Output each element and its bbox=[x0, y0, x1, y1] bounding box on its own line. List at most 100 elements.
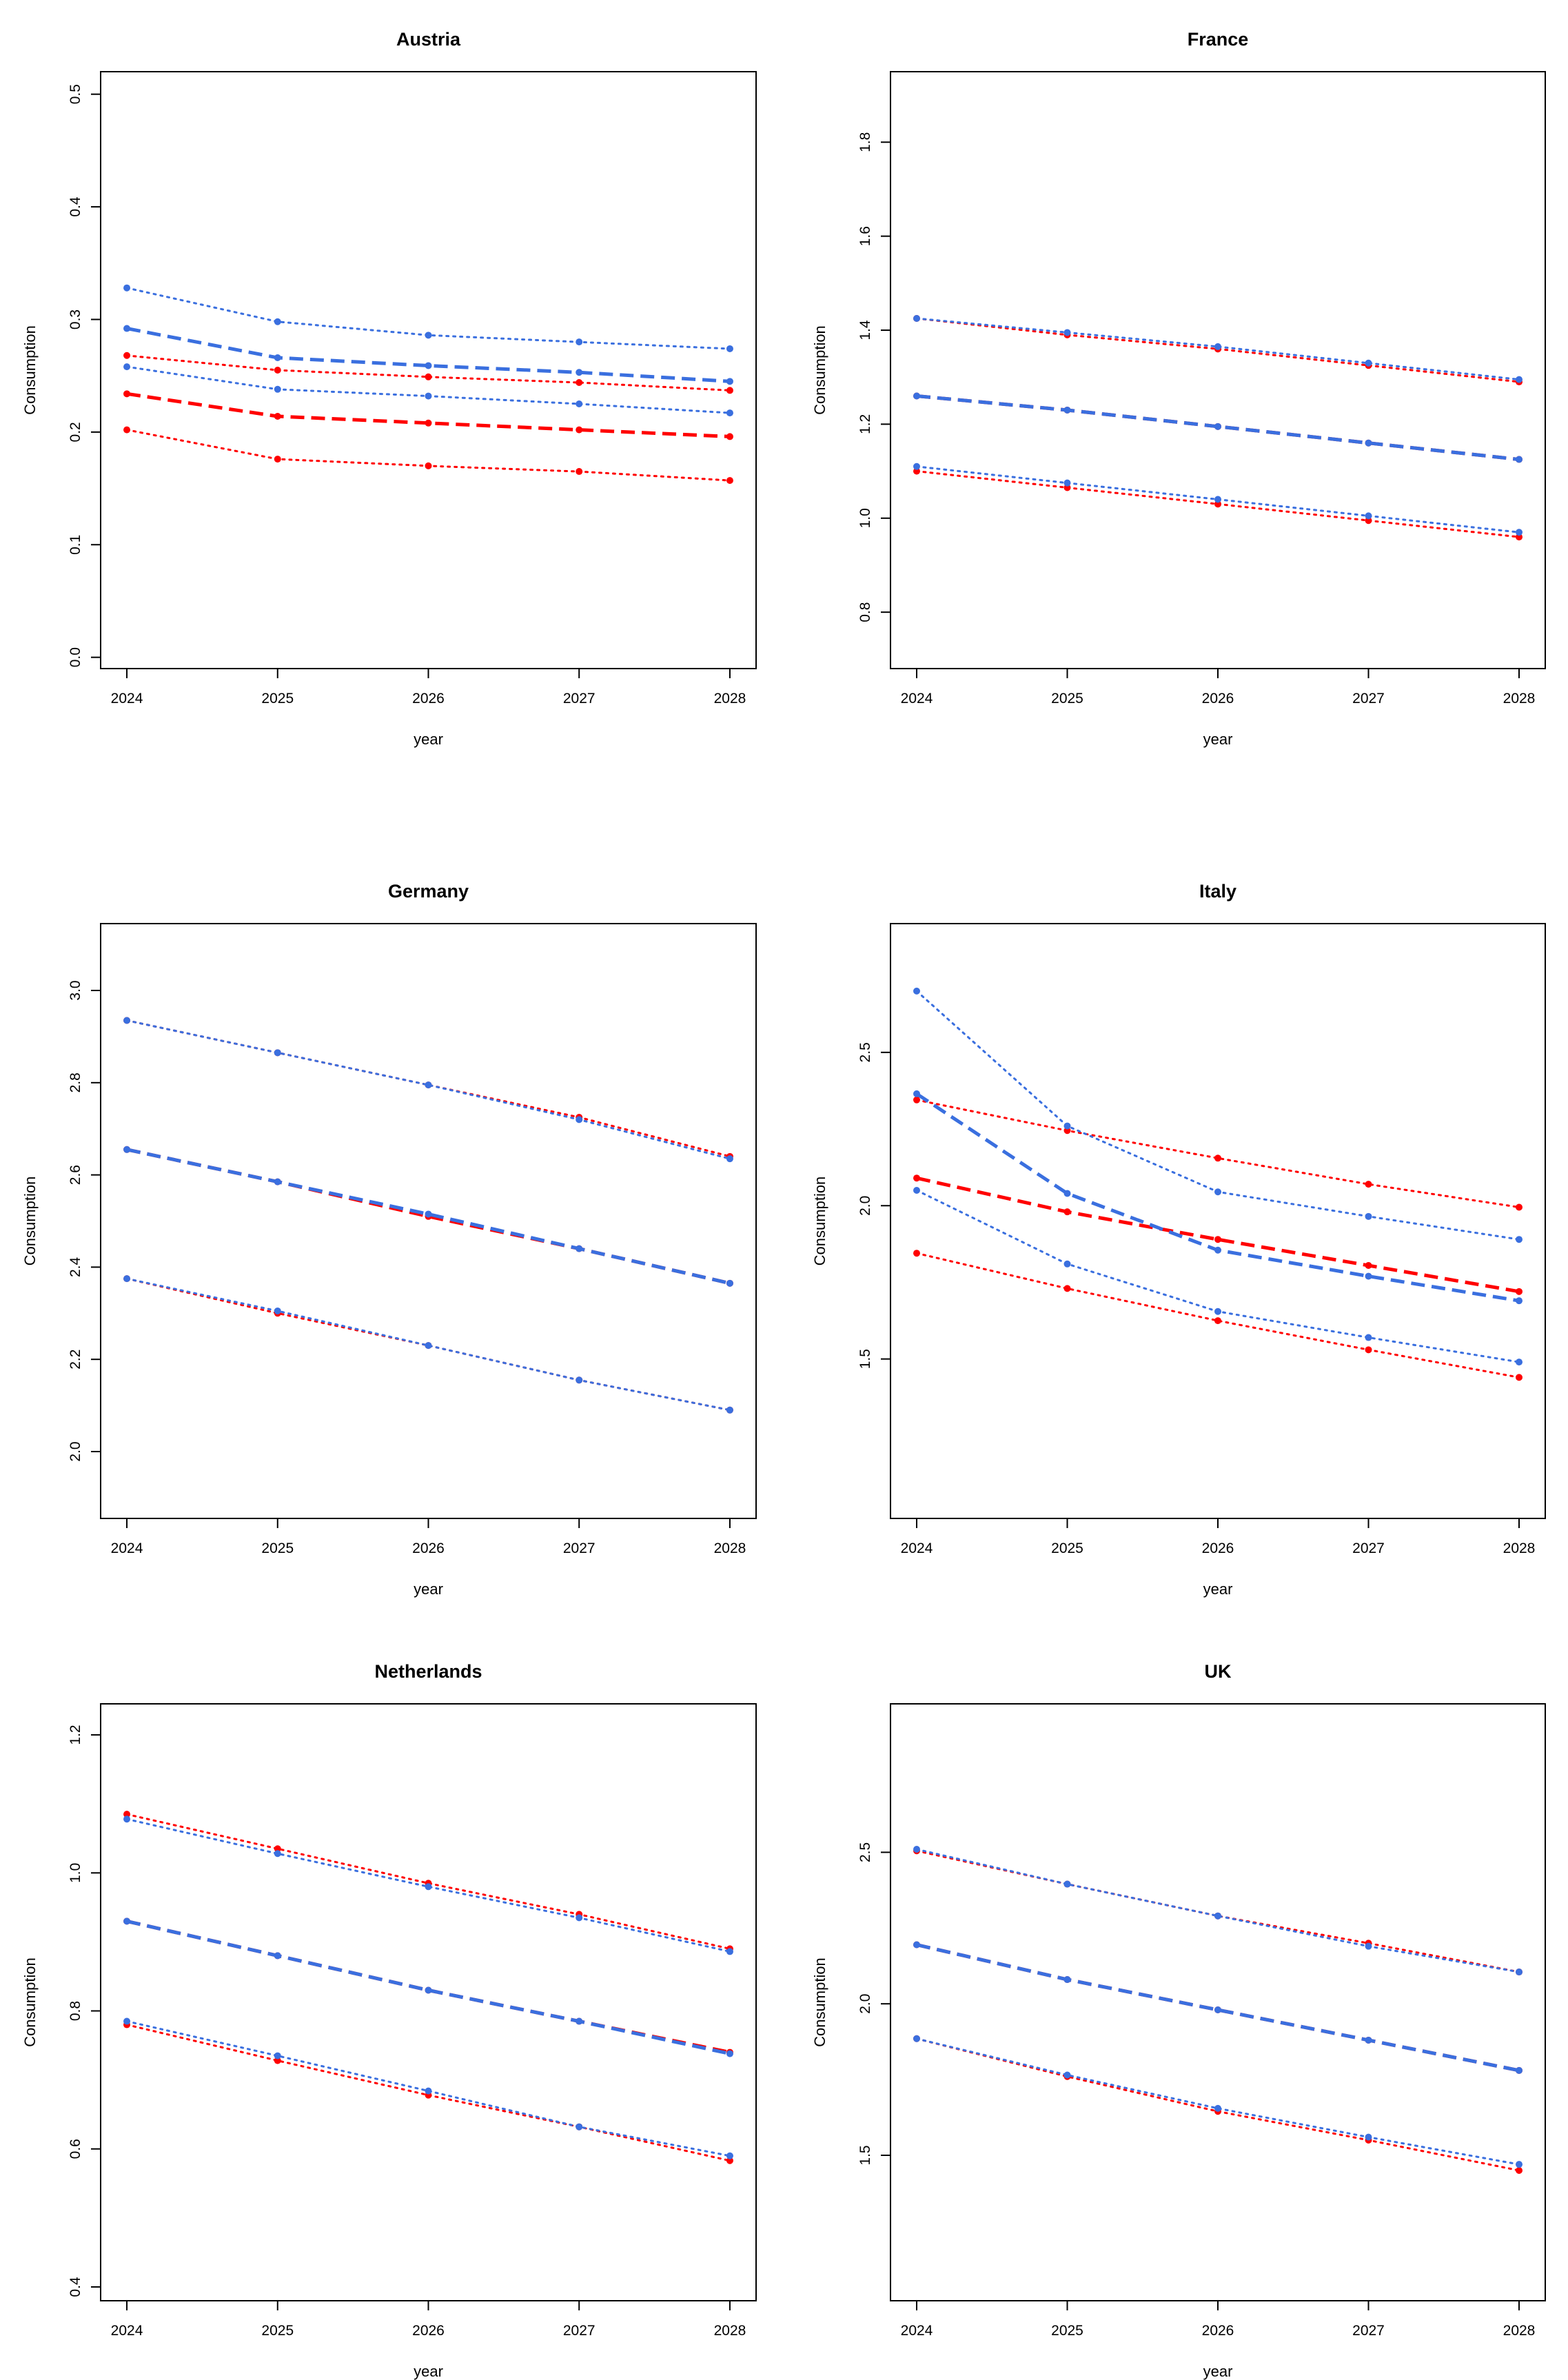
y-tick-label: 0.8 bbox=[857, 602, 873, 622]
series-line-red-upper bbox=[915, 1099, 1520, 1208]
data-point-blue-lower bbox=[726, 1406, 733, 1414]
x-tick-label: 2027 bbox=[563, 691, 595, 706]
x-tick-label: 2025 bbox=[1051, 1540, 1083, 1556]
x-tick-label: 2025 bbox=[261, 691, 294, 706]
data-point-blue-mid bbox=[1516, 2066, 1523, 2074]
x-tick-label: 2028 bbox=[1503, 1540, 1536, 1556]
data-point-blue-mid bbox=[274, 354, 281, 362]
data-point-blue-lower bbox=[1214, 1308, 1221, 1315]
data-point-blue-mid bbox=[1365, 2036, 1372, 2044]
data-point-blue-lower bbox=[726, 409, 733, 417]
data-point-red-mid bbox=[1063, 1208, 1071, 1216]
data-point-red-lower bbox=[1214, 1317, 1221, 1325]
data-point-red-upper bbox=[123, 352, 131, 359]
y-axis-label: Consumption bbox=[811, 1177, 828, 1266]
y-tick-label: 0.4 bbox=[68, 2277, 83, 2297]
data-point-blue-upper bbox=[1063, 329, 1071, 336]
series-line-blue-upper bbox=[915, 1848, 1520, 1973]
y-axis-label: Consumption bbox=[21, 1957, 39, 2047]
y-tick-label: 1.5 bbox=[857, 1349, 873, 1369]
data-point-red-lower bbox=[1063, 1285, 1071, 1292]
data-point-red-upper bbox=[726, 387, 733, 394]
y-axis-label: Consumption bbox=[21, 325, 39, 415]
data-point-blue-upper bbox=[1365, 359, 1372, 367]
data-point-blue-lower bbox=[425, 2087, 432, 2095]
data-point-blue-mid bbox=[425, 362, 432, 369]
y-tick-label: 0.1 bbox=[68, 535, 83, 555]
data-point-blue-mid bbox=[576, 2017, 583, 2025]
data-point-blue-lower bbox=[274, 1307, 281, 1314]
data-point-blue-mid bbox=[274, 1952, 281, 1960]
data-point-blue-upper bbox=[576, 1116, 583, 1123]
data-point-blue-mid bbox=[123, 1146, 131, 1153]
data-point-blue-upper bbox=[274, 318, 281, 325]
x-tick-label: 2024 bbox=[111, 1540, 143, 1556]
x-tick-label: 2025 bbox=[261, 1540, 294, 1556]
data-point-blue-mid bbox=[1214, 2006, 1221, 2013]
y-tick-label: 1.2 bbox=[68, 1725, 83, 1745]
data-point-blue-mid bbox=[425, 1210, 432, 1218]
x-tick-label: 2028 bbox=[714, 2323, 746, 2339]
data-point-blue-lower bbox=[913, 1187, 920, 1194]
series-line-red-lower bbox=[125, 1277, 731, 1412]
data-point-red-mid bbox=[123, 390, 131, 398]
data-point-blue-lower bbox=[123, 2017, 131, 2025]
x-tick-label: 2028 bbox=[1503, 691, 1536, 706]
data-point-blue-mid bbox=[1214, 423, 1221, 430]
y-tick-label: 0.6 bbox=[68, 2139, 83, 2159]
data-point-blue-lower bbox=[726, 2152, 733, 2159]
data-point-red-upper bbox=[576, 378, 583, 386]
data-point-red-mid bbox=[726, 433, 733, 440]
panel-austria: Austria 2024 2025 2026 2027 2028 0.0 0.1 0.2 0.3 0… bbox=[21, 29, 757, 748]
data-point-blue-upper bbox=[1365, 1212, 1372, 1220]
data-point-blue-upper bbox=[274, 1850, 281, 1858]
y-axis-label: Consumption bbox=[21, 1177, 39, 1266]
y-tick-label: 2.0 bbox=[68, 1441, 83, 1461]
data-point-blue-upper bbox=[425, 1081, 432, 1089]
x-tick-label: 2027 bbox=[1352, 691, 1385, 706]
x-axis-label: year bbox=[1203, 731, 1233, 748]
y-axis-label: Consumption bbox=[811, 325, 828, 415]
data-point-blue-lower bbox=[274, 2052, 281, 2059]
data-point-blue-upper bbox=[1516, 1236, 1523, 1243]
data-point-blue-mid bbox=[576, 1245, 583, 1252]
data-point-blue-mid bbox=[726, 378, 733, 385]
data-point-blue-upper bbox=[1214, 1912, 1221, 1920]
data-point-red-upper bbox=[1214, 1155, 1221, 1162]
x-tick-label: 2024 bbox=[901, 2323, 933, 2339]
data-point-blue-lower bbox=[123, 1275, 131, 1283]
data-point-red-lower bbox=[1516, 2166, 1523, 2174]
series-line-blue-upper bbox=[125, 1818, 731, 1953]
series-line-blue-mid bbox=[126, 327, 731, 383]
data-point-blue-lower bbox=[576, 400, 583, 408]
y-tick-label: 0.4 bbox=[68, 196, 83, 217]
x-tick-label: 2027 bbox=[1352, 1540, 1385, 1556]
y-tick-label: 2.5 bbox=[857, 1042, 873, 1062]
data-point-blue-lower bbox=[274, 385, 281, 393]
data-point-blue-upper bbox=[576, 1914, 583, 1922]
data-point-red-upper bbox=[123, 1811, 131, 1818]
panel-title: Netherlands bbox=[374, 1661, 482, 1682]
data-point-red-upper bbox=[1516, 1203, 1523, 1211]
x-axis-label: year bbox=[414, 2363, 443, 2380]
data-point-red-mid bbox=[913, 1174, 920, 1182]
data-point-blue-lower bbox=[576, 1376, 583, 1384]
data-point-red-mid bbox=[274, 412, 281, 420]
x-tick-label: 2025 bbox=[1051, 691, 1083, 706]
data-point-blue-upper bbox=[123, 284, 131, 292]
data-point-blue-mid bbox=[726, 2050, 733, 2057]
panel-germany: Germany 2024 2025 2026 2027 2028 2.0 2.2 2.4 2.6 2… bbox=[21, 881, 757, 1598]
data-point-blue-mid bbox=[726, 1279, 733, 1287]
data-point-blue-upper bbox=[1214, 343, 1221, 350]
y-tick-label: 1.5 bbox=[857, 2145, 873, 2165]
panel-title: Austria bbox=[396, 29, 461, 50]
y-tick-label: 2.6 bbox=[68, 1165, 83, 1185]
data-point-blue-lower bbox=[1365, 2133, 1372, 2141]
panel-france: France 2024 2025 2026 2027 2028 0.8 1.0 1.2 1.4 1.… bbox=[811, 29, 1546, 748]
data-point-red-upper bbox=[425, 373, 432, 380]
x-tick-label: 2028 bbox=[1503, 2323, 1536, 2339]
data-point-red-lower bbox=[726, 2157, 733, 2164]
data-point-blue-lower bbox=[913, 2035, 920, 2042]
data-point-red-mid bbox=[425, 419, 432, 427]
x-tick-label: 2026 bbox=[412, 1540, 445, 1556]
